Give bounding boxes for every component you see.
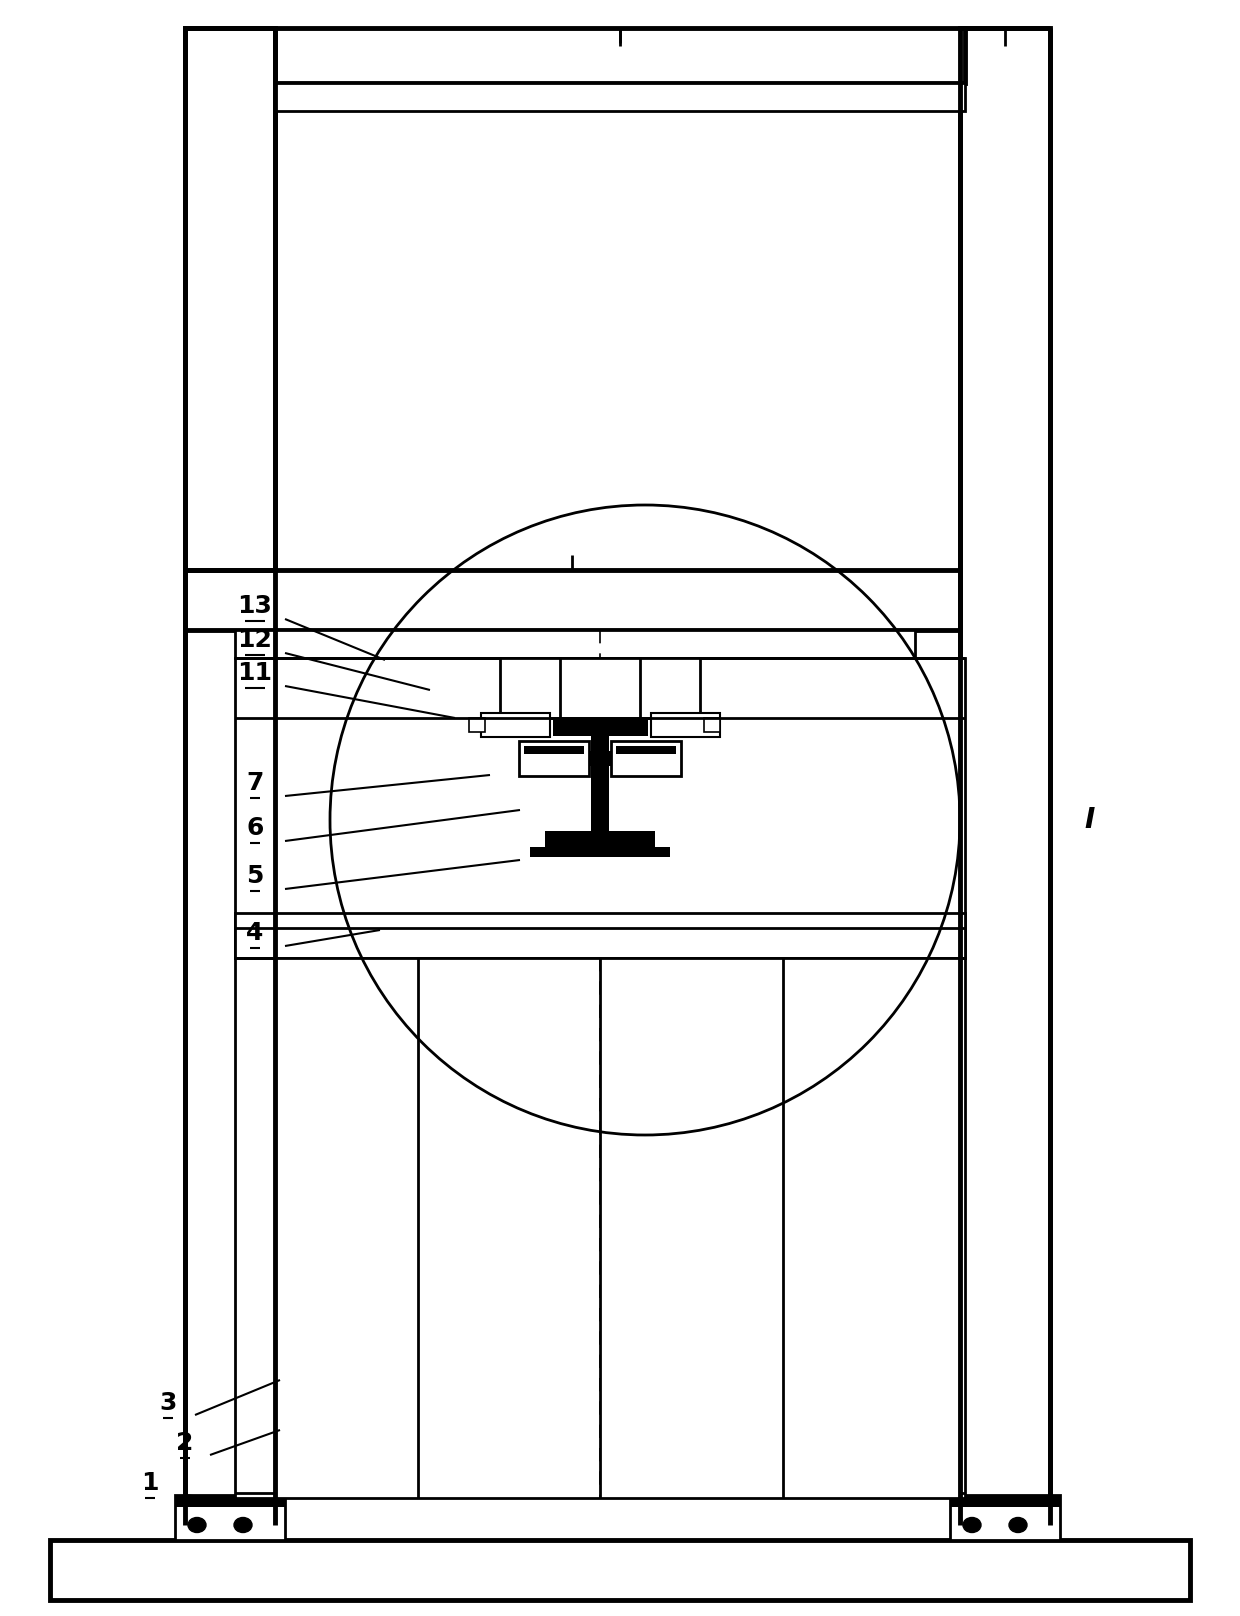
- Text: 1: 1: [141, 1471, 159, 1495]
- Text: I: I: [1085, 806, 1095, 834]
- Bar: [236, 658, 965, 958]
- Bar: [1040, 27, 1050, 1526]
- Bar: [185, 570, 960, 630]
- Bar: [591, 735, 609, 831]
- Bar: [50, 1540, 1190, 1600]
- Bar: [481, 713, 551, 737]
- Bar: [236, 913, 965, 958]
- Text: 5: 5: [247, 865, 264, 889]
- Bar: [950, 1495, 1060, 1508]
- Bar: [175, 1495, 285, 1540]
- Bar: [471, 721, 484, 730]
- Bar: [651, 713, 720, 737]
- Bar: [500, 658, 701, 718]
- Bar: [606, 751, 611, 766]
- Bar: [275, 82, 965, 112]
- Text: 11: 11: [238, 661, 273, 685]
- Text: 12: 12: [238, 629, 273, 651]
- Text: 6: 6: [247, 816, 264, 840]
- Bar: [185, 27, 195, 1526]
- Bar: [653, 714, 718, 735]
- Bar: [469, 718, 485, 732]
- Bar: [704, 718, 720, 732]
- Bar: [525, 747, 584, 755]
- Bar: [546, 831, 655, 847]
- Bar: [484, 714, 548, 735]
- Bar: [706, 721, 718, 730]
- Bar: [560, 658, 640, 718]
- Bar: [236, 958, 965, 1498]
- Ellipse shape: [188, 1517, 206, 1532]
- Bar: [611, 742, 681, 776]
- Bar: [589, 751, 594, 766]
- Bar: [236, 630, 915, 658]
- Ellipse shape: [234, 1517, 252, 1532]
- Bar: [185, 27, 275, 1526]
- Bar: [520, 742, 589, 776]
- Bar: [553, 721, 649, 735]
- Text: 7: 7: [247, 771, 264, 795]
- Text: 2: 2: [176, 1432, 193, 1454]
- Bar: [950, 1495, 1060, 1540]
- Bar: [960, 27, 1050, 1526]
- Text: 13: 13: [238, 595, 273, 617]
- Bar: [275, 27, 965, 82]
- Bar: [960, 27, 970, 1526]
- Bar: [616, 747, 676, 755]
- Ellipse shape: [963, 1517, 981, 1532]
- Bar: [529, 847, 670, 856]
- Ellipse shape: [1009, 1517, 1027, 1532]
- Text: 3: 3: [159, 1391, 176, 1416]
- Bar: [185, 27, 275, 1526]
- Text: 4: 4: [247, 921, 264, 945]
- Bar: [265, 27, 275, 1526]
- Bar: [175, 1495, 285, 1508]
